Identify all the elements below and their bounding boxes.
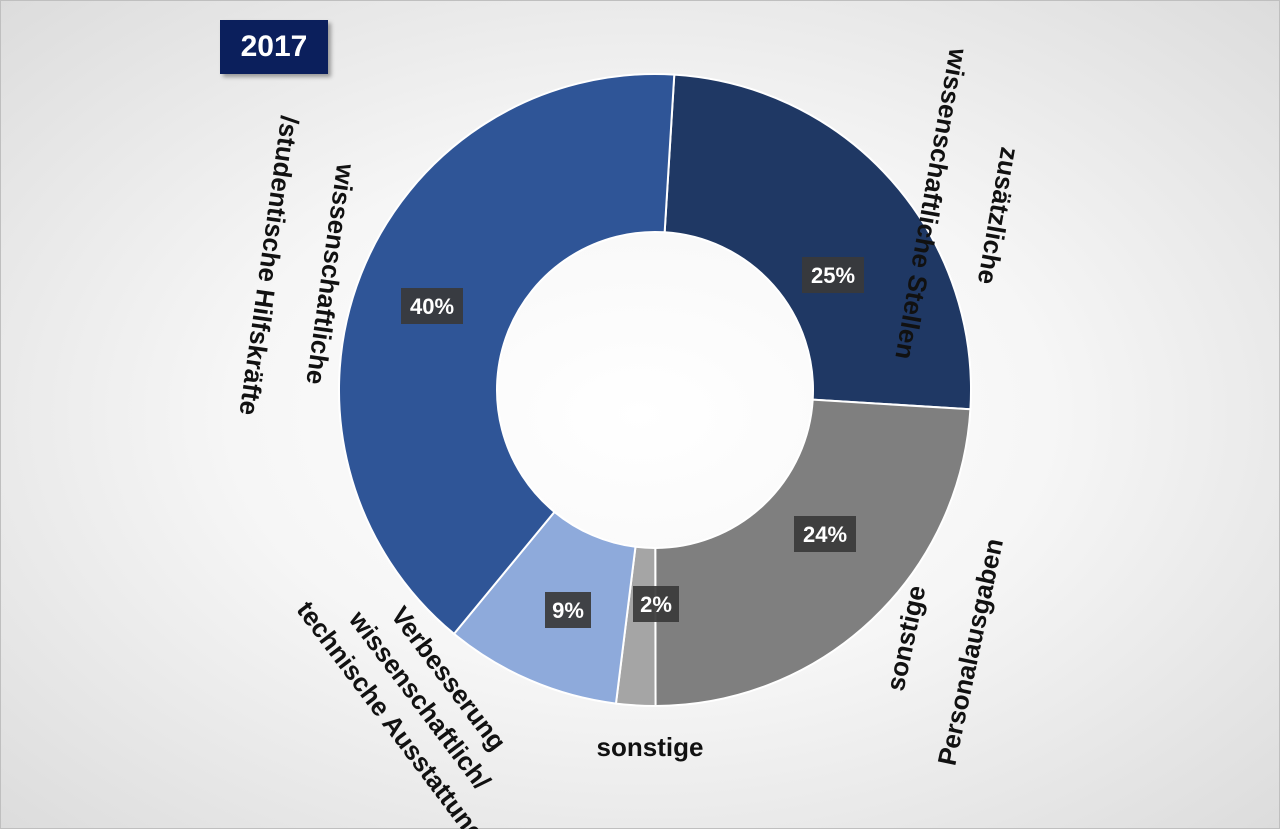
category-label-line: /studentische Hilfskräfte (233, 114, 305, 417)
category-label: sonstige (597, 732, 704, 762)
data-label-text: 40% (410, 294, 454, 319)
data-label: 9% (545, 592, 591, 628)
data-label-box (802, 257, 864, 293)
data-label: 25% (802, 257, 864, 293)
data-label-box (401, 288, 463, 324)
data-label-text: 25% (811, 263, 855, 288)
data-label-box (545, 592, 591, 628)
data-label: 2% (633, 586, 679, 622)
data-label: 40% (401, 288, 463, 324)
year-badge: 2017 (220, 20, 328, 74)
data-label-text: 2% (640, 592, 672, 617)
donut-slice[interactable] (338, 73, 676, 636)
donut-slice[interactable] (663, 73, 972, 411)
data-label-text: 24% (803, 522, 847, 547)
slices (338, 73, 972, 708)
data-label-text: 9% (552, 598, 584, 623)
category-label-line: zusätzliche (972, 145, 1026, 287)
donut-slice[interactable] (654, 398, 972, 708)
category-label-line: Personalausgaben (932, 536, 1009, 768)
data-label-box (633, 586, 679, 622)
data-label: 24% (794, 516, 856, 552)
category-label-line: sonstige (597, 732, 704, 762)
data-label-box (794, 516, 856, 552)
